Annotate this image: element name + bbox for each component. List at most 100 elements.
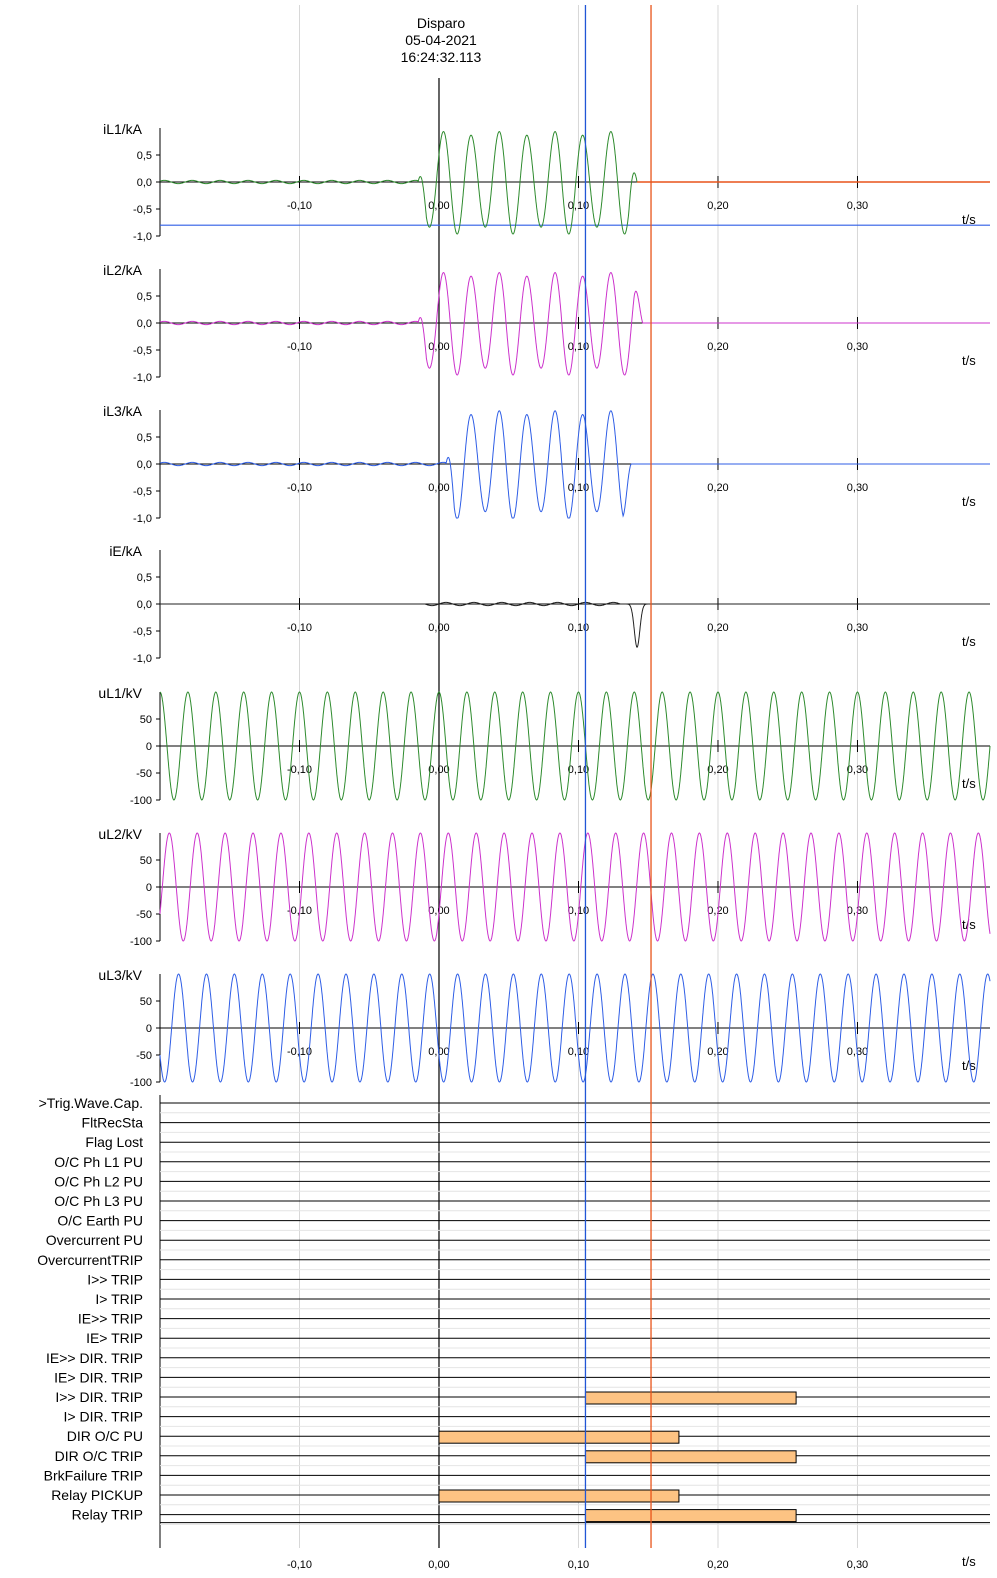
- y-tick-label: -0,5: [133, 204, 152, 216]
- y-tick-label: -50: [136, 1050, 152, 1062]
- x-tick-label: -0,10: [287, 482, 312, 494]
- binary-row: I>> DIR. TRIP: [55, 1389, 990, 1408]
- binary-row: O/C Ph L3 PU: [54, 1193, 990, 1212]
- x-tick-label: 0,00: [428, 764, 449, 776]
- y-axis-title: iE/kA: [109, 543, 142, 559]
- y-axis-title: uL1/kV: [98, 685, 142, 701]
- y-tick-label: 0,0: [137, 177, 152, 189]
- y-tick-label: -1,0: [133, 513, 152, 525]
- x-tick-label: -0,10: [287, 1559, 312, 1571]
- x-tick-label: 0,20: [707, 764, 728, 776]
- binary-row: BrkFailure TRIP: [44, 1467, 990, 1486]
- y-tick-label: 0: [146, 882, 152, 894]
- binary-label: I> TRIP: [95, 1291, 143, 1307]
- binary-label: Overcurrent PU: [46, 1232, 143, 1248]
- binary-row: I> TRIP: [95, 1291, 990, 1310]
- binary-label: OvercurrentTRIP: [37, 1252, 143, 1268]
- x-unit-label: t/s: [962, 776, 976, 791]
- x-tick-label: -0,10: [287, 764, 312, 776]
- binary-label: Flag Lost: [85, 1134, 143, 1150]
- y-tick-label: 0: [146, 741, 152, 753]
- binary-label: IE>> DIR. TRIP: [46, 1350, 143, 1366]
- binary-row: I>> TRIP: [87, 1271, 990, 1290]
- x-tick-label: 0,10: [568, 622, 589, 634]
- binary-row: >Trig.Wave.Cap.: [39, 1095, 990, 1114]
- binary-active-bar: [438, 1430, 680, 1444]
- x-tick-label: 0,30: [847, 341, 868, 353]
- y-axis-title: uL3/kV: [98, 967, 142, 983]
- binary-row: I> DIR. TRIP: [64, 1409, 990, 1427]
- binary-row: DIR O/C PU: [67, 1428, 990, 1447]
- y-tick-label: -100: [130, 1077, 152, 1089]
- binary-label: Relay TRIP: [72, 1507, 143, 1523]
- y-tick-label: 0,5: [137, 291, 152, 303]
- binary-row: IE> DIR. TRIP: [54, 1369, 990, 1388]
- y-tick-label: -100: [130, 795, 152, 807]
- binary-label: O/C Ph L2 PU: [54, 1173, 143, 1189]
- y-tick-label: 0,0: [137, 459, 152, 471]
- time-cursors[interactable]: [584, 5, 652, 1548]
- y-tick-label: -50: [136, 768, 152, 780]
- x-tick-label: -0,10: [287, 200, 312, 212]
- analog-panel: uL1/kV -100 -50 0 50 -0,10 0,00 0,10 0,20 0,30 t/s: [98, 685, 991, 807]
- binary-active-bar: [584, 1391, 797, 1405]
- y-tick-label: -50: [136, 909, 152, 921]
- binary-label: DIR O/C PU: [67, 1428, 143, 1444]
- y-tick-label: -0,5: [133, 486, 152, 498]
- binary-label: >Trig.Wave.Cap.: [39, 1095, 143, 1111]
- series-line: [159, 832, 991, 942]
- x-tick-label: 0,00: [428, 622, 449, 634]
- series-line: [159, 691, 991, 801]
- x-tick-label: 0,30: [847, 764, 868, 776]
- binary-label: Relay PICKUP: [51, 1487, 143, 1503]
- vertical-gridlines: [298, 5, 858, 1548]
- x-tick-label: -0,10: [287, 622, 312, 634]
- binary-row: Relay PICKUP: [51, 1487, 990, 1506]
- binary-label: I>> DIR. TRIP: [55, 1389, 143, 1405]
- binary-label: FltRecSta: [82, 1115, 144, 1131]
- y-tick-label: -1,0: [133, 653, 152, 665]
- binary-row: Flag Lost: [85, 1134, 990, 1153]
- x-unit-label: t/s: [962, 353, 976, 368]
- binary-active-bar: [584, 1509, 797, 1523]
- x-tick-label: 0,30: [847, 622, 868, 634]
- binary-label: I> DIR. TRIP: [64, 1409, 143, 1425]
- binary-row: IE>> DIR. TRIP: [46, 1350, 990, 1369]
- series-line: [159, 973, 991, 1083]
- trigger-title: Disparo: [417, 15, 465, 31]
- series-line: [159, 131, 990, 235]
- y-tick-label: -1,0: [133, 231, 152, 243]
- x-tick-label: 0,10: [568, 764, 589, 776]
- x-tick-label: 0,20: [707, 1559, 728, 1571]
- x-unit-label: t/s: [962, 212, 976, 227]
- x-tick-label: 0,00: [428, 482, 449, 494]
- series-line: [159, 272, 990, 376]
- analog-panels: iL1/kA-1,0-0,50,00,5-0,10 0,00 0,10 0,20 0,3…: [98, 121, 991, 1089]
- y-tick-label: 50: [140, 855, 152, 867]
- binary-label: O/C Ph L3 PU: [54, 1193, 143, 1209]
- binary-active-bar: [584, 1450, 797, 1464]
- series-line: [159, 410, 990, 519]
- binary-label: O/C Earth PU: [57, 1213, 143, 1229]
- x-unit-label: t/s: [962, 917, 976, 932]
- x-tick-label: 0,00: [428, 341, 449, 353]
- binary-label: I>> TRIP: [87, 1271, 143, 1287]
- binary-label: O/C Ph L1 PU: [54, 1154, 143, 1170]
- x-unit-label: t/s: [962, 494, 976, 509]
- binary-row: FltRecSta: [82, 1115, 990, 1133]
- series-line: [160, 601, 990, 648]
- binary-row: Overcurrent PU: [46, 1232, 990, 1251]
- x-tick-label: 0,30: [847, 200, 868, 212]
- y-tick-label: 0,0: [137, 318, 152, 330]
- binary-row: O/C Ph L2 PU: [54, 1173, 990, 1192]
- x-tick-label: 0,00: [428, 1559, 449, 1571]
- x-tick-label: 0,00: [428, 200, 449, 212]
- y-tick-label: 50: [140, 714, 152, 726]
- y-axis-title: iL2/kA: [103, 262, 143, 278]
- x-tick-label: 0,30: [847, 1559, 868, 1571]
- trigger-date: 05-04-2021: [405, 32, 477, 48]
- binary-row: Relay TRIP: [72, 1507, 990, 1525]
